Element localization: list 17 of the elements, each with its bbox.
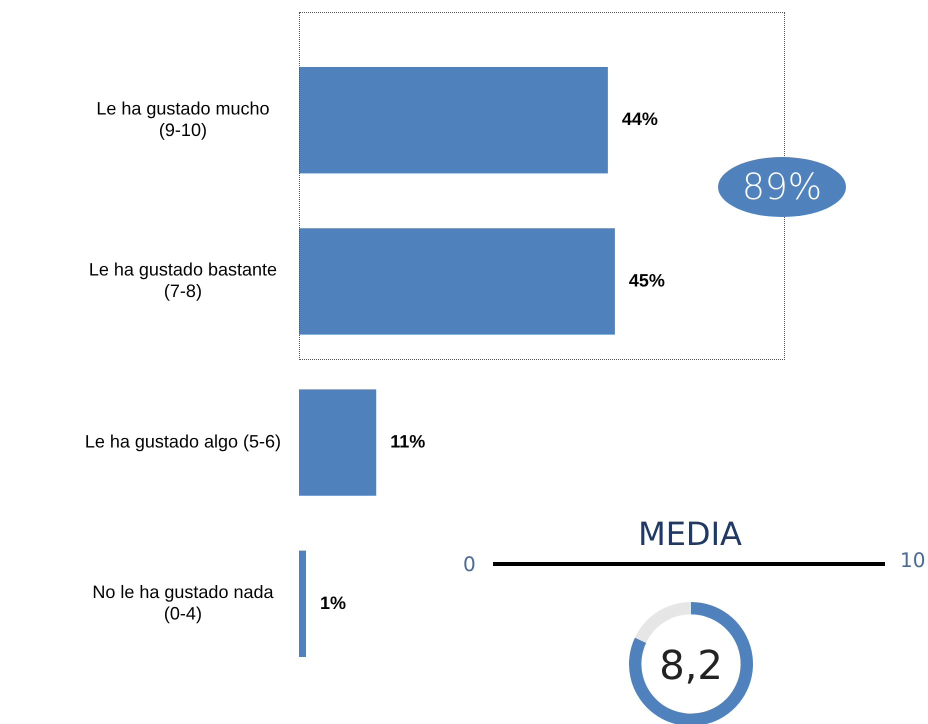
y-tick-label: Le ha gustado bastante (7-8)	[88, 260, 278, 302]
annotation: 0	[463, 552, 476, 576]
text: 10	[900, 548, 926, 572]
y-tick-label: Le ha gustado algo (5-6)	[84, 432, 281, 452]
bar	[299, 550, 306, 657]
bar	[299, 389, 376, 496]
data-label: 1%	[320, 592, 346, 613]
bar	[299, 228, 615, 335]
text: 8,2	[658, 643, 724, 689]
data-label: 44%	[622, 109, 658, 130]
data-label: 45%	[628, 270, 665, 290]
bar	[299, 67, 608, 174]
text: 89%	[718, 157, 846, 217]
data-label: 11%	[390, 432, 426, 452]
y-tick-label: Le ha gustado mucho (9-10)	[96, 98, 270, 140]
chart-title: MEDIA	[637, 515, 743, 553]
y-tick-label: No le ha gustado nada (0-4)	[92, 582, 274, 624]
